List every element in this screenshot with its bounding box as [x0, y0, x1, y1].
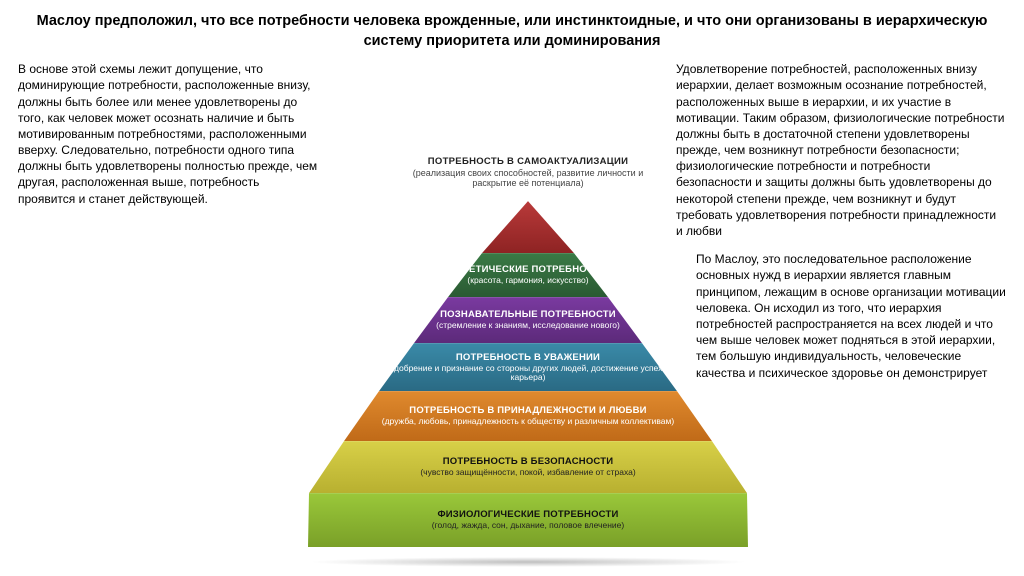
- level-title: ЭСТЕТИЧЕСКИЕ ПОТРЕБНОСТИ: [449, 264, 606, 275]
- pyramid-level-4: ПОТРЕБНОСТЬ В ПРИНАДЛЕЖНОСТИ И ЛЮБВИ(дру…: [344, 391, 712, 441]
- level-title: ПОТРЕБНОСТЬ В ПРИНАДЛЕЖНОСТИ И ЛЮБВИ: [409, 405, 646, 416]
- level-subtitle: (голод, жажда, сон, дыхание, половое вле…: [426, 521, 630, 530]
- level-subtitle: (стремление к знаниям, исследование ново…: [430, 321, 626, 330]
- content-layout: В основе этой схемы лежит допущение, что…: [18, 61, 1006, 571]
- pyramid-apex-label: ПОТРЕБНОСТЬ В САМОАКТУАЛИЗАЦИИ (реализац…: [398, 156, 658, 189]
- level-subtitle: (чувство защищённости, покой, избавление…: [414, 468, 641, 477]
- level-title: ПОТРЕБНОСТЬ В БЕЗОПАСНОСТИ: [443, 456, 614, 467]
- pyramid-level-0: [482, 201, 574, 253]
- pyramid-level-3: ПОТРЕБНОСТЬ В УВАЖЕНИИ(одобрение и призн…: [379, 343, 677, 391]
- pyramid-shadow: [308, 557, 748, 567]
- pyramid-level-5: ПОТРЕБНОСТЬ В БЕЗОПАСНОСТИ(чувство защищ…: [309, 441, 747, 493]
- page-title: Маслоу предположил, что все потребности …: [18, 12, 1006, 51]
- level-subtitle: (дружба, любовь, принадлежность к общест…: [376, 417, 680, 426]
- left-paragraph: В основе этой схемы лежит допущение, что…: [18, 61, 318, 207]
- pyramid-level-2: ПОЗНАВАТЕЛЬНЫЕ ПОТРЕБНОСТИ(стремление к …: [414, 297, 642, 343]
- level-subtitle: (красота, гармония, искусство): [461, 276, 594, 285]
- pyramid-level-6: ФИЗИОЛОГИЧЕСКИЕ ПОТРЕБНОСТИ(голод, жажда…: [308, 493, 748, 547]
- level-title: ФИЗИОЛОГИЧЕСКИЕ ПОТРЕБНОСТИ: [437, 509, 618, 520]
- level-title: ПОЗНАВАТЕЛЬНЫЕ ПОТРЕБНОСТИ: [440, 309, 616, 320]
- level-title: ПОТРЕБНОСТЬ В УВАЖЕНИИ: [456, 352, 600, 363]
- level-subtitle: (одобрение и признание со стороны других…: [379, 364, 677, 383]
- apex-title: ПОТРЕБНОСТЬ В САМОАКТУАЛИЗАЦИИ: [428, 156, 629, 167]
- pyramid-level-1: ЭСТЕТИЧЕСКИЕ ПОТРЕБНОСТИ(красота, гармон…: [448, 253, 608, 297]
- pyramid-diagram: ПОТРЕБНОСТЬ В САМОАКТУАЛИЗАЦИИ (реализац…: [308, 161, 748, 561]
- apex-subtitle: (реализация своих способностей, развитие…: [413, 168, 643, 189]
